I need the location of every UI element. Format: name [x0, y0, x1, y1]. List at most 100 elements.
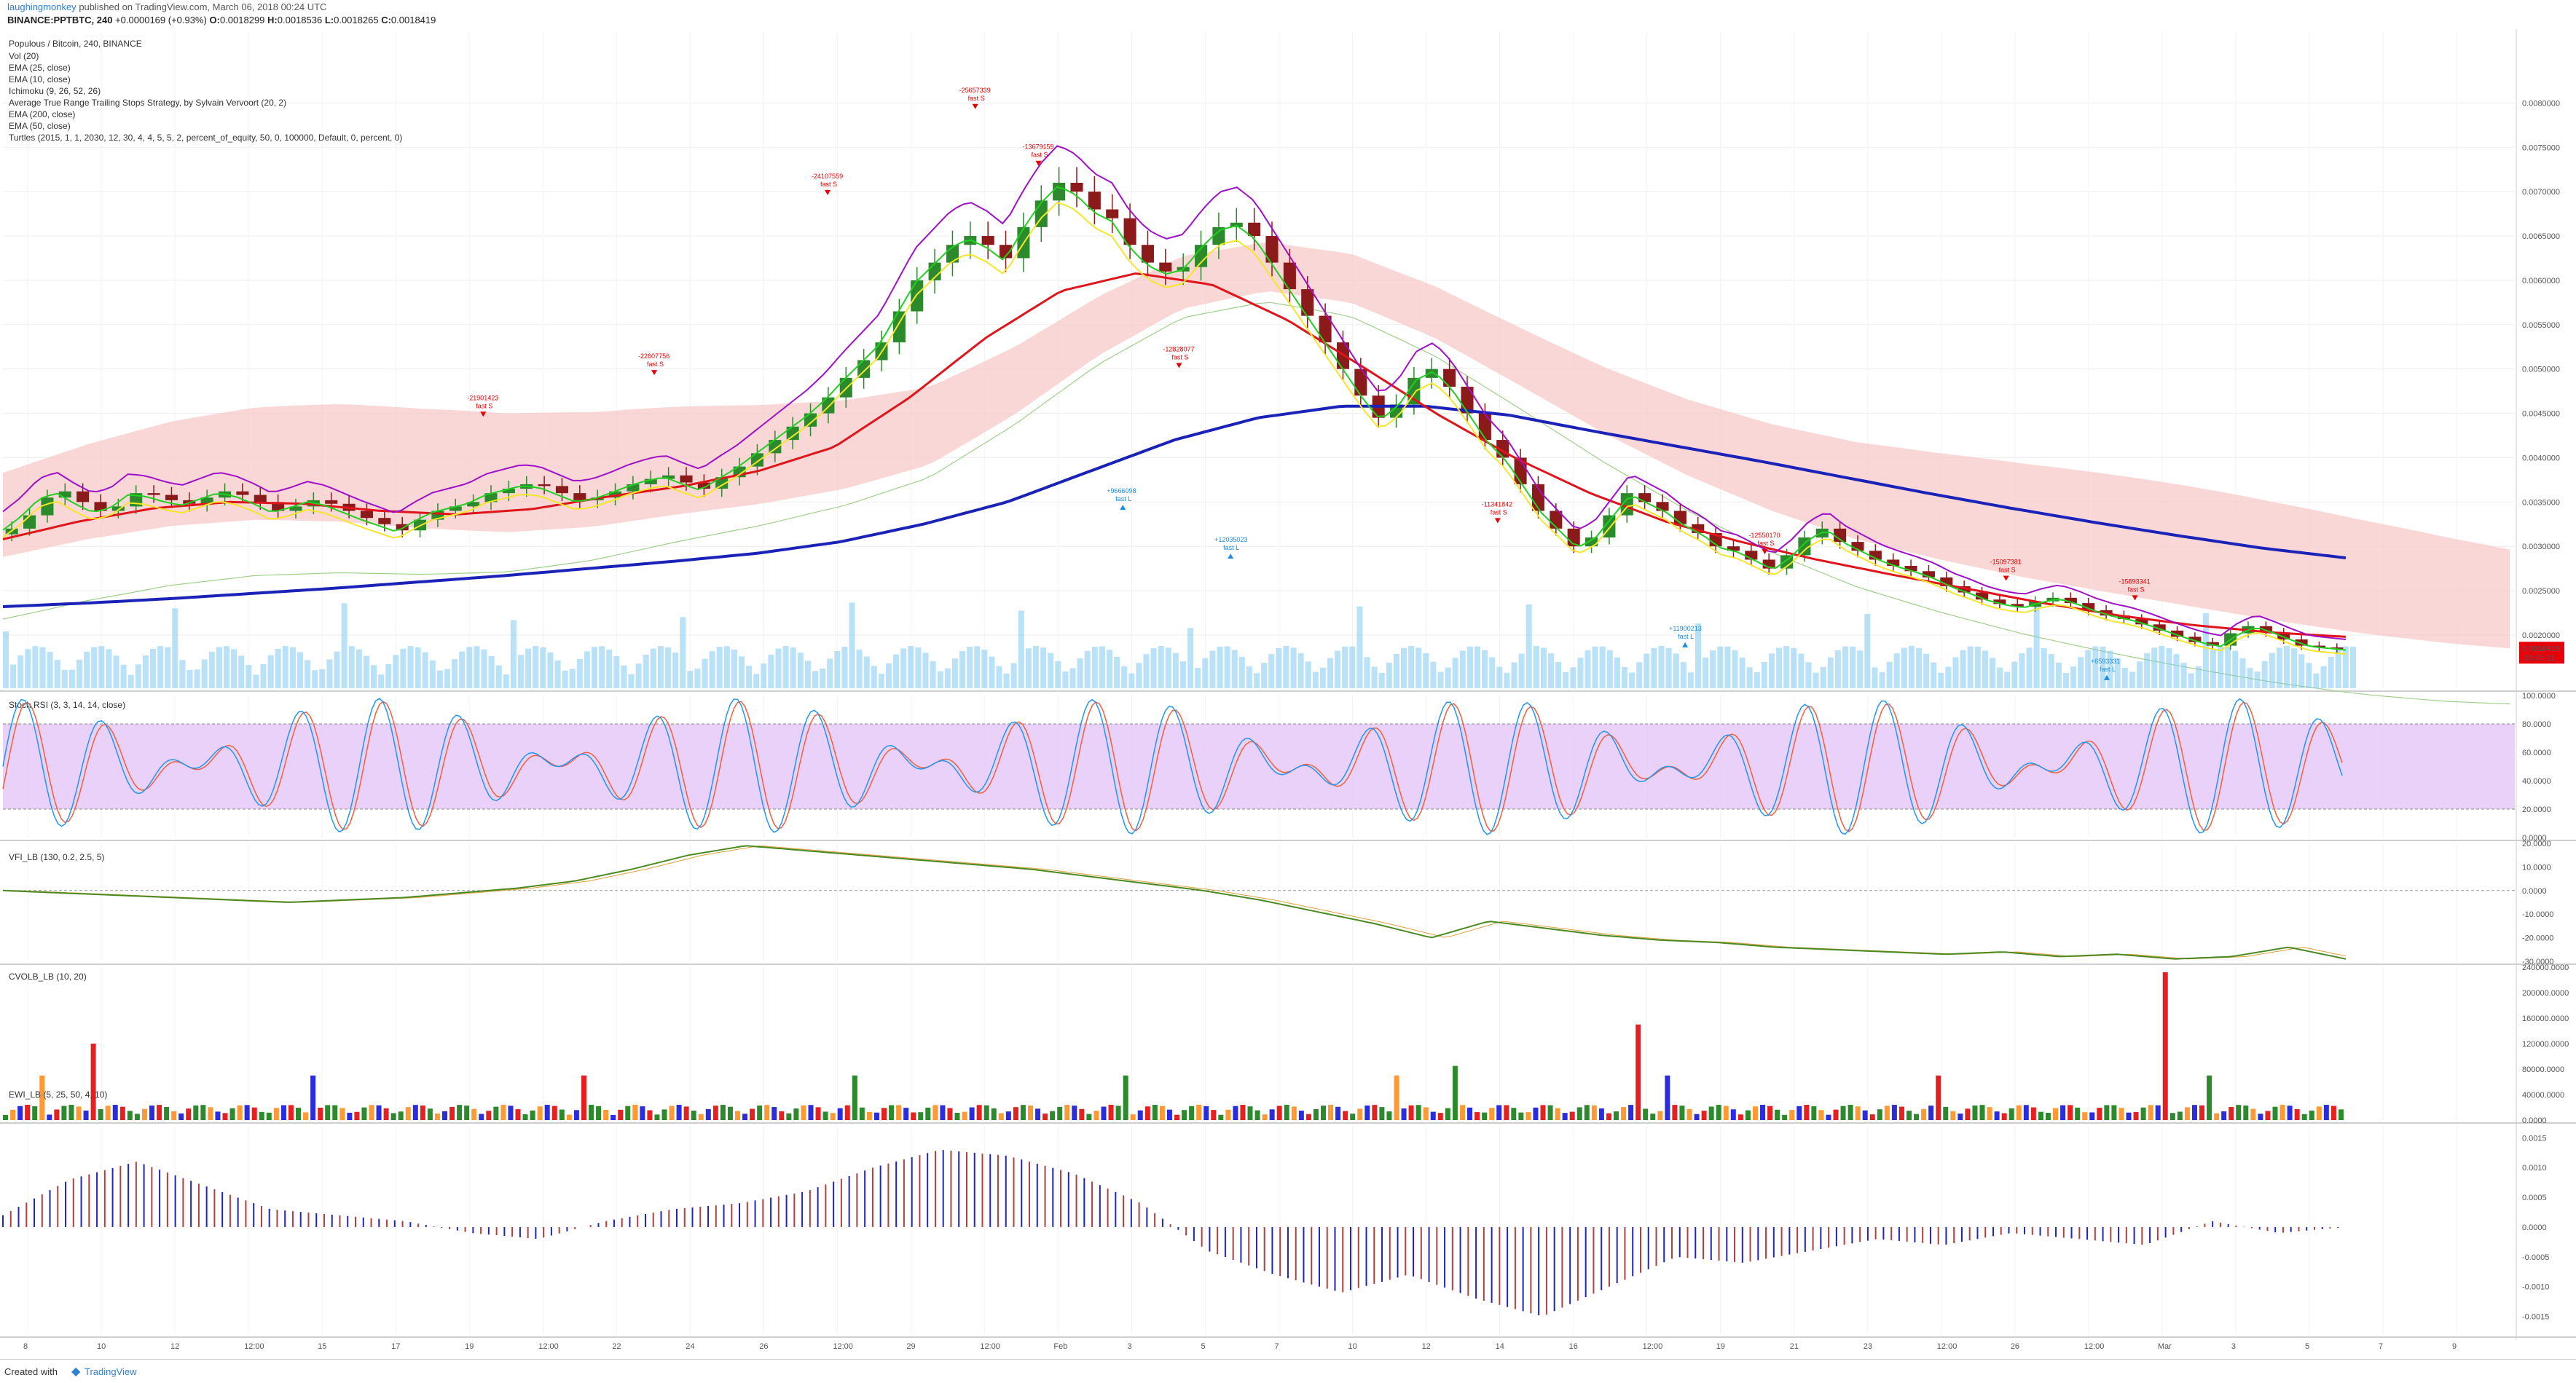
cvolb-pane[interactable]: CVOLB_LB (10, 20) — [3, 972, 2344, 1120]
legend-item[interactable]: EMA (25, close) — [9, 63, 71, 73]
legend-item[interactable]: Turtles (2015, 1, 1, 2030, 12, 30, 4, 4,… — [9, 133, 402, 143]
volume-bar — [1813, 672, 1819, 688]
volume-bar — [1378, 673, 1385, 688]
candle-body — [715, 477, 729, 489]
cvolb-bar — [1965, 1108, 1971, 1120]
vfi-pane[interactable]: VFI_LB (130, 0.2, 2.5, 5) — [2, 845, 2515, 960]
volume-bar — [1577, 658, 1584, 688]
cvolb-bar — [105, 1106, 111, 1120]
ewi-tick-label: 0.0005 — [2522, 1194, 2547, 1202]
volume-bar — [2328, 656, 2334, 688]
volume-bar — [348, 646, 355, 688]
candle-body — [680, 475, 693, 483]
trade-signal-type: fast S — [968, 95, 985, 102]
cvolb-bar — [566, 1114, 572, 1120]
legend-item[interactable]: Average True Range Trailing Stops Strate… — [9, 98, 286, 108]
candle-body — [1656, 502, 1669, 511]
volume-bar — [2313, 673, 2320, 688]
candle-body — [1727, 546, 1740, 551]
cvolb-bar — [318, 1107, 323, 1120]
cvolb-bar — [544, 1105, 550, 1120]
cvolb-bar — [808, 1105, 814, 1120]
cvolb-bar — [1547, 1105, 1553, 1120]
legend-item[interactable]: EMA (10, close) — [9, 74, 71, 84]
volume-bar — [1408, 646, 1415, 688]
author-link[interactable]: laughingmonkey — [7, 1, 76, 12]
volume-bar — [1283, 646, 1289, 688]
cvolb-bar — [229, 1108, 235, 1120]
volume-bar — [2085, 650, 2092, 688]
legend-item[interactable]: Ichimoku (9, 26, 52, 26) — [9, 86, 101, 96]
sell-arrow-icon — [651, 370, 658, 376]
cvolb-bar — [1723, 1106, 1729, 1120]
volume-bar — [1864, 614, 1871, 688]
volume-bar — [208, 651, 215, 688]
volume-bar — [2298, 654, 2305, 688]
volume-bar — [841, 647, 848, 688]
cvolb-bar — [669, 1106, 675, 1120]
cvolb-bar — [727, 1106, 733, 1120]
cvolb-bar — [1914, 1114, 1920, 1120]
legend-item[interactable]: Vol (20) — [9, 51, 39, 61]
volume-bar — [1474, 646, 1480, 688]
volume-bar — [2269, 653, 2275, 688]
legend-item[interactable]: EMA (200, close) — [9, 109, 75, 119]
stoch-tick-label: 0.0000 — [2522, 834, 2547, 843]
sell-arrow-icon — [825, 189, 831, 195]
volume-bar — [429, 660, 436, 688]
cvolb-bar — [2272, 1106, 2278, 1120]
cvolb-bar — [1452, 1065, 1458, 1120]
cvolb-bar — [640, 1106, 645, 1120]
symbol-label: BINANCE:PPTBTC, 240 — [7, 15, 113, 25]
volume-bar — [1010, 663, 1017, 688]
cvolb-bar — [2060, 1105, 2066, 1120]
volume-bar — [1644, 653, 1650, 688]
cvolb-bar — [873, 1112, 879, 1120]
volume-bar — [613, 656, 620, 688]
volume-bar — [606, 649, 613, 688]
tradingview-logo-icon[interactable]: ◆ — [71, 1366, 81, 1378]
volume-bar — [1430, 661, 1437, 688]
volume-bar — [1629, 672, 1635, 688]
ewi-pane[interactable]: EWI_LB (5, 25, 50, 4, 10) — [2, 1090, 2346, 1316]
price-scale[interactable]: 0.0080000 0.0075000 0.0070000 0.0065000 0.00… — [2522, 99, 2569, 1321]
candle-body — [2312, 645, 2325, 647]
tradingview-link[interactable]: TradingView — [85, 1366, 137, 1377]
open-value: 0.0018299 — [219, 15, 265, 25]
volume-bar — [554, 660, 561, 688]
cvolb-bar — [1298, 1111, 1304, 1120]
volume-bar — [1364, 657, 1370, 688]
candle-body — [111, 506, 125, 511]
volume-bar — [2011, 661, 2018, 688]
time-scale[interactable]: 8 10 12 12:00 15 17 19 12:00 22 24 26 12:00 29 12:00 F… — [23, 1342, 2457, 1351]
volume-bar — [820, 668, 826, 688]
time-tick-label: 10 — [97, 1342, 106, 1351]
legend-item[interactable]: EMA (50, close) — [9, 121, 71, 131]
volume-bar — [1872, 667, 1878, 688]
volume-bar — [1893, 653, 1900, 688]
cvolb-bar — [1643, 1108, 1649, 1120]
last-price-tag: 0.0018419 03:35:11 — [2519, 642, 2564, 664]
price-tick-label: 0.0060000 — [2522, 277, 2560, 285]
volume-bar — [1386, 662, 1392, 688]
volume-bar — [584, 651, 590, 688]
volume-bar — [635, 663, 642, 688]
volume-bar — [1879, 671, 1885, 688]
stoch-rsi-pane[interactable]: Stoch RSI (3, 3, 14, 14, close) — [2, 698, 2515, 835]
volume-bar — [1290, 647, 1297, 688]
cvolb-bar — [1730, 1109, 1736, 1120]
cvolb-bar — [2330, 1106, 2336, 1120]
cvolb-bar — [1775, 1109, 1780, 1120]
cvolb-bar — [793, 1108, 799, 1120]
ichimoku-cloud-bear — [3, 242, 2510, 649]
volume-bar — [1901, 647, 1907, 688]
vfi-title: VFI_LB (130, 0.2, 2.5, 5) — [9, 852, 104, 862]
trade-signal-type: fast S — [820, 181, 837, 188]
volume-bar — [797, 653, 804, 688]
candle-body — [2082, 603, 2095, 610]
cvolb-bar — [1606, 1113, 1611, 1120]
volume-bar — [746, 666, 753, 688]
volume-bar — [2129, 671, 2135, 688]
